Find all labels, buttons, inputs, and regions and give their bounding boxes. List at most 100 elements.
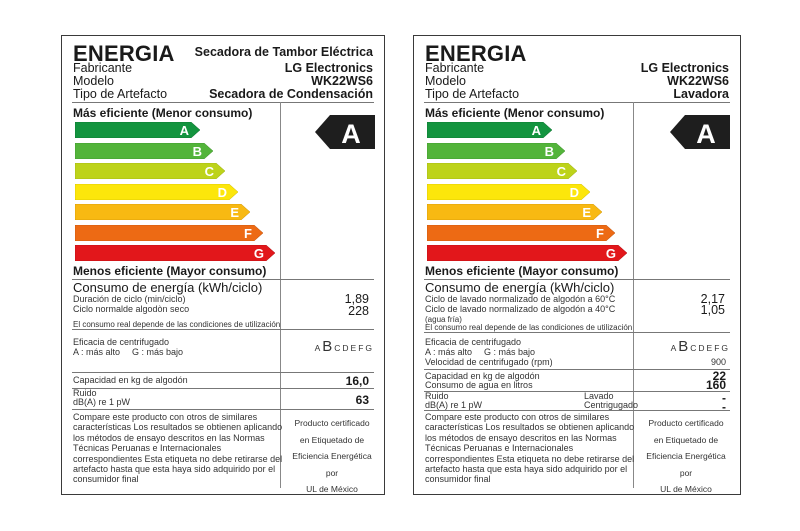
svg-text:C: C	[205, 164, 215, 179]
energy-note: El consumo real depende de las condicion…	[73, 320, 281, 329]
capacity-label: Capacidad en kg de algodón	[73, 375, 188, 385]
appliance-type-label: Tipo de Artefacto	[425, 87, 520, 101]
rating-arrow: A	[670, 115, 730, 154]
svg-text:B: B	[545, 144, 554, 159]
column-divider	[633, 102, 634, 488]
svg-text:B: B	[193, 144, 202, 159]
manufacturer-value: LG Electronics	[284, 61, 373, 75]
class-bar-c: C	[427, 163, 577, 179]
svg-text:A: A	[180, 123, 190, 138]
svg-text:E: E	[230, 205, 239, 220]
label-title: ENERGIA	[425, 41, 527, 66]
column-divider	[280, 102, 281, 488]
energy-row1-label: Ciclo de lavado normalizado de algodón a…	[425, 294, 616, 304]
divider	[424, 391, 730, 392]
energy-row2-value: 228	[348, 304, 369, 318]
most-efficient-heading: Más eficiente (Menor consumo)	[73, 106, 253, 120]
class-bar-b: B	[427, 142, 565, 159]
class-bar-d: D	[427, 183, 590, 200]
divider	[72, 329, 374, 330]
least-efficient-heading: Menos eficiente (Mayor consumo)	[73, 264, 267, 278]
model-label: Modelo	[73, 74, 114, 88]
energy-consumption-title: Consumo de energía (kWh/ciclo)	[73, 280, 263, 295]
svg-text:E: E	[582, 205, 591, 220]
label-title: ENERGIA	[73, 41, 175, 66]
spin-legend-g: G : más bajo	[132, 347, 184, 357]
appliance-type-label: Tipo de Artefacto	[73, 87, 168, 101]
energy-row3-label: (agua fría)	[425, 315, 462, 324]
divider	[424, 410, 730, 411]
spin-legend-a: A : más alto	[73, 347, 121, 357]
energy-row1-label: Duración de ciclo (min/ciclo)	[73, 294, 186, 304]
svg-text:D: D	[570, 185, 579, 200]
water-value: 160	[705, 378, 726, 392]
spin-title: Eficacia de centrifugado	[73, 337, 170, 347]
energy-row2-label: Ciclo de lavado normalizado de algodón a…	[425, 304, 616, 314]
spin-scale: ABCDEFG	[314, 338, 374, 355]
divider	[72, 372, 374, 373]
model-value: WK22WS6	[311, 74, 373, 88]
spin-selected-class: B	[678, 338, 691, 355]
class-bar-f: F	[427, 224, 615, 241]
footer-text: Compare este producto con otros de simil…	[425, 412, 635, 485]
most-efficient-heading: Más eficiente (Menor consumo)	[425, 106, 605, 120]
noise-unit: dB(A) re 1 pW	[425, 400, 483, 410]
manufacturer-label: Fabricante	[425, 61, 485, 75]
spin-title: Eficacia de centrifugado	[425, 337, 522, 347]
spin-speed-value: 900	[710, 357, 726, 367]
svg-text:C: C	[557, 164, 567, 179]
noise-label: Ruido	[425, 391, 449, 401]
certification: Producto certificado en Etiquetado de Ef…	[646, 418, 726, 494]
divider	[424, 369, 730, 370]
divider	[72, 279, 374, 280]
capacity-label: Capacidad en kg de algodón	[425, 371, 540, 381]
manufacturer-label: Fabricante	[73, 61, 133, 75]
spin-scale: ABCDEFG	[670, 338, 730, 355]
energy-label-washer: ENERGIA Fabricante LG Electronics Modelo…	[413, 35, 741, 495]
model-label: Modelo	[425, 74, 466, 88]
energy-label-dryer: ENERGIA Secadora de Tambor Eléctrica Fab…	[61, 35, 385, 495]
energy-row1-value: 2,17	[700, 292, 725, 306]
class-bar-d: D	[75, 183, 238, 200]
energy-row2-label: Ciclo normalde algodòn seco	[73, 304, 190, 314]
noise-wash-value: -	[722, 391, 726, 405]
divider	[424, 102, 730, 103]
model-value: WK22WS6	[667, 74, 729, 88]
class-bar-c: C	[75, 163, 225, 179]
svg-text:F: F	[244, 226, 252, 241]
divider	[72, 409, 374, 410]
divider	[424, 332, 730, 333]
class-bar-e: E	[427, 204, 602, 220]
capacity-value: 16,0	[345, 374, 369, 388]
certification: Producto certificado en Etiquetado de Ef…	[292, 418, 372, 494]
water-label: Consumo de agua en litros	[425, 380, 533, 390]
svg-text:F: F	[596, 226, 604, 241]
spin-legend-g: G : más bajo	[484, 347, 536, 357]
class-bar-f: F	[75, 224, 263, 241]
svg-text:A: A	[341, 119, 361, 149]
capacity-value: 22	[712, 369, 726, 383]
noise-value: 63	[355, 393, 369, 407]
energy-row2-value: 1,05	[700, 303, 725, 317]
manufacturer-value: LG Electronics	[640, 61, 729, 75]
spin-selected-class: B	[322, 338, 335, 355]
noise-wash-label: Lavado	[584, 391, 614, 401]
class-bar-b: B	[75, 142, 213, 159]
appliance-type-value: Secadora de Condensación	[209, 87, 373, 101]
divider	[424, 279, 730, 280]
class-bar-g: G	[427, 245, 627, 261]
rating-arrow: A	[315, 115, 375, 154]
svg-text:A: A	[532, 123, 542, 138]
noise-spin-value: -	[722, 400, 726, 414]
appliance-type-value: Lavadora	[673, 87, 729, 101]
class-bar-a: A	[75, 122, 200, 138]
energy-note: El consumo real depende de las condicion…	[425, 323, 633, 332]
energy-consumption-title: Consumo de energía (kWh/ciclo)	[425, 280, 615, 295]
class-bar-e: E	[75, 204, 250, 220]
svg-text:G: G	[606, 246, 616, 261]
divider	[72, 102, 374, 103]
noise-spin-label: Centrigugado	[584, 400, 639, 410]
footer-text: Compare este producto con otros de simil…	[73, 412, 283, 485]
class-bar-g: G	[75, 245, 275, 261]
svg-text:A: A	[696, 119, 716, 149]
